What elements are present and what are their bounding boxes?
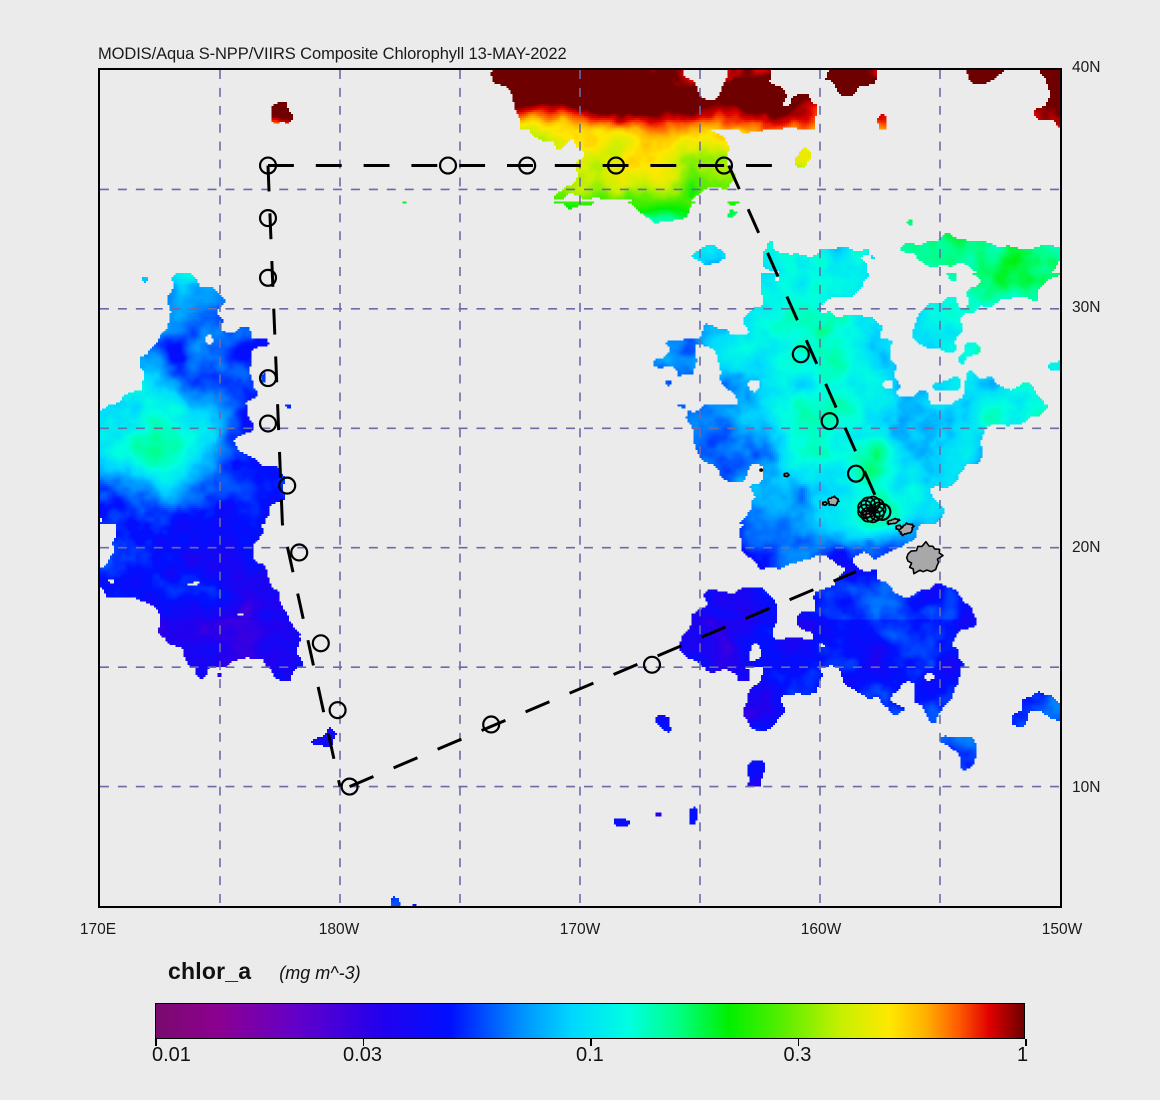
map-plot-area xyxy=(98,68,1062,908)
station-marker xyxy=(869,497,885,514)
colorbar-title-row: chlor_a (mg m^-3) xyxy=(168,958,361,985)
station-cluster-aloha xyxy=(857,495,887,524)
x-axis-tick-label: 180W xyxy=(318,921,360,938)
colorbar-tick xyxy=(590,1039,592,1046)
x-axis-tick-label: 160W xyxy=(800,921,842,938)
colorbar-tick-label: 1 xyxy=(1017,1044,1029,1066)
station-marker xyxy=(258,209,278,228)
island-maui xyxy=(898,522,915,537)
station-marker xyxy=(258,369,278,388)
y-axis-tick-label: 20N xyxy=(1072,539,1101,556)
station-marker xyxy=(846,464,866,483)
x-axis-tick-label: 170E xyxy=(79,921,117,938)
track-line xyxy=(727,164,884,513)
colorbar-tick xyxy=(797,1039,800,1046)
island-molokai xyxy=(886,517,901,526)
colorbar-tick-label: 0.03 xyxy=(343,1044,382,1066)
y-axis-tick-label: 10N xyxy=(1072,779,1101,796)
island-kauai xyxy=(827,495,840,507)
station-marker xyxy=(791,345,810,364)
x-axis-tick-label: 150W xyxy=(1041,921,1083,938)
track-western-meridional-transect xyxy=(258,165,359,796)
station-marker xyxy=(438,156,458,175)
colorbar-tick-label: 0.1 xyxy=(576,1044,604,1066)
cruise-track-overlay xyxy=(258,156,892,796)
station-marker xyxy=(482,715,501,734)
track-northern-zonal-transect xyxy=(258,156,772,175)
station-marker xyxy=(311,634,330,653)
station-marker xyxy=(290,543,309,562)
colorbar-variable-name: chlor_a xyxy=(168,958,252,984)
colorbar-tick xyxy=(1025,1039,1027,1046)
station-marker xyxy=(328,701,347,720)
station-marker xyxy=(714,156,734,175)
lat-lon-gridlines xyxy=(100,70,1060,906)
colorbar-tick-label: 0.01 xyxy=(152,1044,191,1066)
chlorophyll-colorbar xyxy=(155,1003,1025,1039)
track-southeastern-transect xyxy=(349,570,857,788)
colorbar-tick-label: 0.3 xyxy=(783,1044,812,1066)
station-marker xyxy=(340,777,359,796)
station-marker xyxy=(258,414,278,433)
station-marker xyxy=(606,156,626,175)
x-axis-tick-label: 170W xyxy=(559,921,601,938)
station-marker xyxy=(820,412,839,431)
y-axis-tick-label: 40N xyxy=(1072,59,1101,76)
colorbar-tick xyxy=(155,1039,157,1046)
station-marker xyxy=(518,156,537,175)
colorbar-units-label: (mg m^-3) xyxy=(279,963,361,983)
island-necker-islet xyxy=(759,468,764,472)
track-line xyxy=(349,570,857,788)
island-niihau xyxy=(821,500,828,507)
station-marker xyxy=(278,476,297,495)
track-line xyxy=(266,165,342,787)
hawaiian-islands-landmass xyxy=(759,468,944,575)
station-marker xyxy=(860,496,876,513)
y-axis-tick-label: 30N xyxy=(1072,299,1101,316)
island-lanai xyxy=(895,524,903,531)
station-marker xyxy=(857,499,873,516)
page-title: MODIS/Aqua S-NPP/VIIRS Composite Chlorop… xyxy=(98,45,567,63)
station-marker xyxy=(258,268,278,287)
colorbar-tick xyxy=(362,1039,365,1046)
station-marker xyxy=(642,655,662,674)
island-hawaii-big-island xyxy=(905,540,944,575)
island-nihoa-shoal xyxy=(783,472,790,478)
track-hawaii-approach-transect xyxy=(727,164,892,521)
